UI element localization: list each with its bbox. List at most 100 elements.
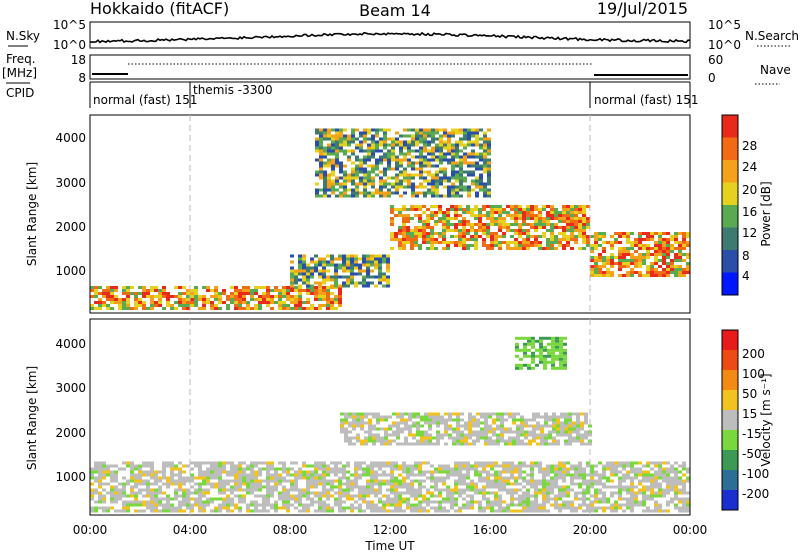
- power-region-cell-0: [110, 307, 114, 310]
- power-region-cell-5: [594, 238, 598, 241]
- velocity-region-cell-1: [508, 436, 512, 440]
- power-region-cell-4: [435, 173, 439, 177]
- velocity-region-cell-0: [590, 467, 594, 471]
- velocity-region-cell-0: [502, 485, 506, 489]
- velocity-region-cell-0: [214, 464, 218, 468]
- power-region-cell-5: [594, 271, 598, 274]
- power-region-cell-4: [435, 182, 439, 186]
- velocity-region-cell-1: [376, 415, 380, 419]
- power-region-cell-0: [94, 301, 98, 304]
- power-region-cell-3: [442, 229, 446, 232]
- velocity-region-cell-0: [586, 479, 590, 483]
- velocity-region-cell-0: [542, 482, 546, 486]
- power-region-cell-0: [138, 292, 142, 295]
- velocity-region-cell-1: [436, 412, 440, 416]
- velocity-region-cell-0: [238, 464, 242, 468]
- power-region-cell-3: [474, 217, 478, 220]
- velocity-region-cell-0: [658, 461, 662, 465]
- power-region-cell-4: [327, 143, 331, 147]
- power-region-cell-4: [451, 134, 455, 138]
- velocity-region-cell-0: [414, 506, 418, 510]
- velocity-region-cell-0: [574, 470, 578, 474]
- velocity-region-cell-0: [122, 494, 126, 498]
- velocity-region-cell-0: [462, 491, 466, 495]
- power-region-cell-1: [198, 295, 202, 298]
- velocity-region-cell-0: [462, 476, 466, 480]
- velocity-region-cell-2: [535, 348, 539, 352]
- velocity-region-cell-0: [610, 473, 614, 477]
- power-region-cell-4: [471, 134, 475, 138]
- power-region-cell-4: [391, 185, 395, 189]
- power-region-cell-4: [343, 182, 347, 186]
- velocity-region-cell-0: [646, 494, 650, 498]
- velocity-region-cell-0: [466, 488, 470, 492]
- power-region-cell-2: [302, 278, 306, 282]
- velocity-region-cell-0: [630, 488, 634, 492]
- velocity-region-cell-0: [406, 488, 410, 492]
- power-region-cell-5: [674, 247, 678, 250]
- velocity-region-cell-0: [450, 500, 454, 504]
- power-region-cell-5: [670, 250, 674, 253]
- power-region-cell-0: [142, 292, 146, 295]
- power-region-cell-3: [410, 247, 414, 250]
- power-region-cell-1: [246, 304, 250, 307]
- power-region-cell-3: [486, 244, 490, 247]
- power-region-cell-2: [350, 254, 354, 258]
- velocity-region-cell-0: [418, 500, 422, 504]
- velocity-region-cell-0: [346, 494, 350, 498]
- power-region-cell-4: [331, 170, 335, 174]
- velocity-region-cell-0: [102, 509, 106, 513]
- power-region-cell-4: [339, 194, 343, 198]
- velocity-region-cell-0: [362, 500, 366, 504]
- velocity-region-cell-1: [528, 433, 532, 437]
- power-region-cell-3: [450, 223, 454, 226]
- velocity-region-cell-1: [428, 412, 432, 416]
- power-region-cell-4: [355, 176, 359, 180]
- velocity-region-cell-1: [348, 436, 352, 440]
- velocity-region-cell-0: [542, 506, 546, 510]
- power-region-cell-4: [443, 167, 447, 171]
- power-region-cell-4: [327, 182, 331, 186]
- velocity-region-cell-1: [496, 415, 500, 419]
- power-region-cell-4: [447, 191, 451, 195]
- velocity-region-cell-0: [622, 461, 626, 465]
- power-region-cell-3: [478, 208, 482, 211]
- velocity-region-cell-1: [364, 436, 368, 440]
- vel-cbar-swatch-8: [722, 490, 738, 511]
- power-region-cell-3: [438, 232, 442, 235]
- velocity-region-cell-1: [500, 415, 504, 419]
- power-region-cell-2: [306, 269, 310, 273]
- velocity-region-cell-2: [543, 345, 547, 349]
- velocity-region-cell-0: [622, 503, 626, 507]
- velocity-region-cell-1: [568, 442, 572, 446]
- power-region-cell-5: [618, 250, 622, 253]
- power-region-cell-1: [234, 292, 238, 295]
- power-region-cell-4: [355, 170, 359, 174]
- power-region-cell-4: [315, 146, 319, 150]
- velocity-ytick-3000: 3000: [55, 381, 86, 395]
- power-region-cell-0: [110, 286, 114, 289]
- power-region-cell-0: [126, 304, 130, 307]
- velocity-region-cell-1: [484, 430, 488, 434]
- power-region-cell-5: [658, 241, 662, 244]
- power-region-cell-4: [355, 155, 359, 159]
- noise-left-tick-bottom: 10^0: [53, 38, 86, 52]
- power-region-cell-3: [446, 220, 450, 223]
- velocity-region-cell-0: [350, 506, 354, 510]
- power-region-cell-4: [323, 146, 327, 150]
- power-region-cell-4: [327, 152, 331, 156]
- velocity-region-cell-0: [574, 497, 578, 501]
- velocity-region-cell-0: [122, 488, 126, 492]
- power-region-cell-2: [346, 278, 350, 282]
- power-region-cell-4: [339, 131, 343, 135]
- velocity-region-cell-0: [298, 497, 302, 501]
- velocity-region-cell-0: [582, 479, 586, 483]
- velocity-region-cell-1: [504, 427, 508, 431]
- velocity-region-cell-0: [542, 473, 546, 477]
- velocity-region-cell-0: [626, 461, 630, 465]
- velocity-region-cell-0: [398, 479, 402, 483]
- velocity-region-cell-0: [434, 470, 438, 474]
- power-region-cell-4: [431, 179, 435, 183]
- power-region-cell-4: [411, 128, 415, 132]
- power-region-cell-4: [459, 194, 463, 198]
